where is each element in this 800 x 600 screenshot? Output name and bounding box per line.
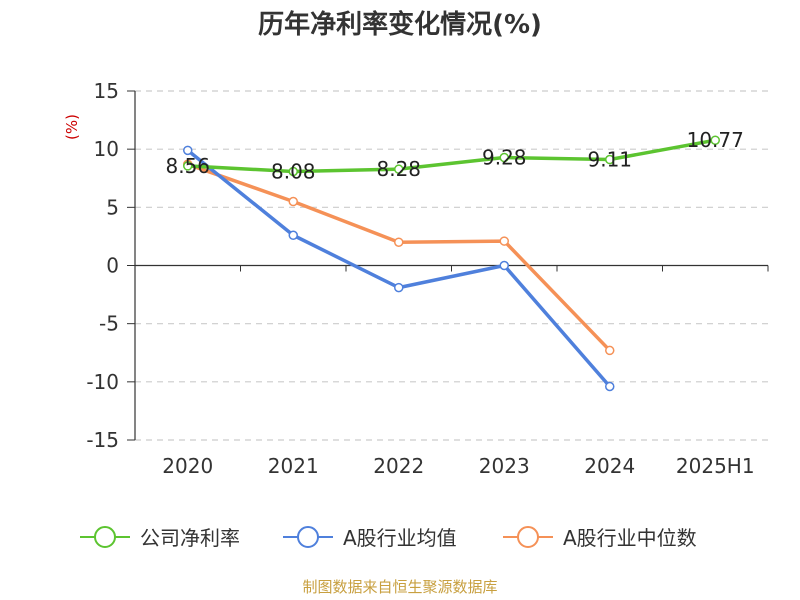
data-point (605, 345, 615, 356)
y-unit-label: (%) (63, 114, 81, 140)
legend-item-1[interactable]: A股行业均值 (283, 526, 457, 550)
y-tick-label: 10 (94, 137, 119, 161)
series-line-0 (187, 138, 716, 174)
legend-marker (297, 526, 319, 548)
data-point (288, 230, 298, 241)
x-tick-label: 2023 (479, 454, 530, 478)
y-tick-label: 0 (106, 254, 119, 278)
y-tick-label: -5 (99, 312, 119, 336)
data-point (710, 135, 720, 145)
data-point (605, 381, 615, 392)
data-label: 10.77 (687, 128, 744, 152)
x-tick-label: 2020 (162, 454, 213, 478)
data-point (288, 166, 298, 177)
data-point (183, 161, 193, 171)
data-point (394, 237, 404, 247)
series-line-2 (187, 162, 612, 352)
axes: 15 10 5 0 -5 -10 -15 2020 2021 2022 2023 2024 2025H1 (86, 79, 769, 478)
data-point (288, 196, 298, 207)
x-tick-label: 2024 (584, 454, 635, 478)
data-point (394, 164, 404, 174)
legend-label: 公司净利率 (140, 526, 240, 550)
legend-item-2[interactable]: A股行业中位数 (503, 526, 697, 550)
data-labels: 8.56 8.08 8.28 9.28 9.11 10.77 (165, 128, 743, 183)
legend-label: A股行业中位数 (563, 526, 697, 550)
data-label: 8.56 (165, 154, 210, 178)
y-tick-label: -15 (86, 428, 119, 452)
legend-item-0[interactable]: 公司净利率 (80, 526, 240, 550)
legend[interactable]: 公司净利率 A股行业均值 A股行业中位数 (80, 526, 697, 550)
series-lines (183, 135, 720, 392)
legend-label: A股行业均值 (343, 526, 457, 550)
data-point (499, 260, 509, 271)
data-label: 9.11 (587, 148, 632, 172)
y-tick-label: 5 (106, 195, 119, 219)
data-point (499, 152, 509, 163)
data-label: 8.08 (271, 160, 316, 184)
chart-title: 历年净利率变化情况(%) (258, 9, 542, 40)
x-tick-label: 2025H1 (676, 454, 755, 478)
legend-marker (94, 526, 116, 548)
legend-marker (517, 526, 539, 548)
data-label: 9.28 (482, 146, 527, 170)
data-point (499, 236, 509, 246)
source-note: 制图数据来自恒生聚源数据库 (302, 578, 497, 596)
data-point (605, 154, 615, 165)
data-label: 8.28 (376, 157, 421, 181)
x-tick-label: 2022 (373, 454, 424, 478)
y-tick-label: 15 (94, 79, 119, 103)
data-point (394, 282, 404, 293)
data-point (183, 145, 193, 156)
x-tick-label: 2021 (268, 454, 319, 478)
y-tick-label: -10 (86, 370, 119, 394)
